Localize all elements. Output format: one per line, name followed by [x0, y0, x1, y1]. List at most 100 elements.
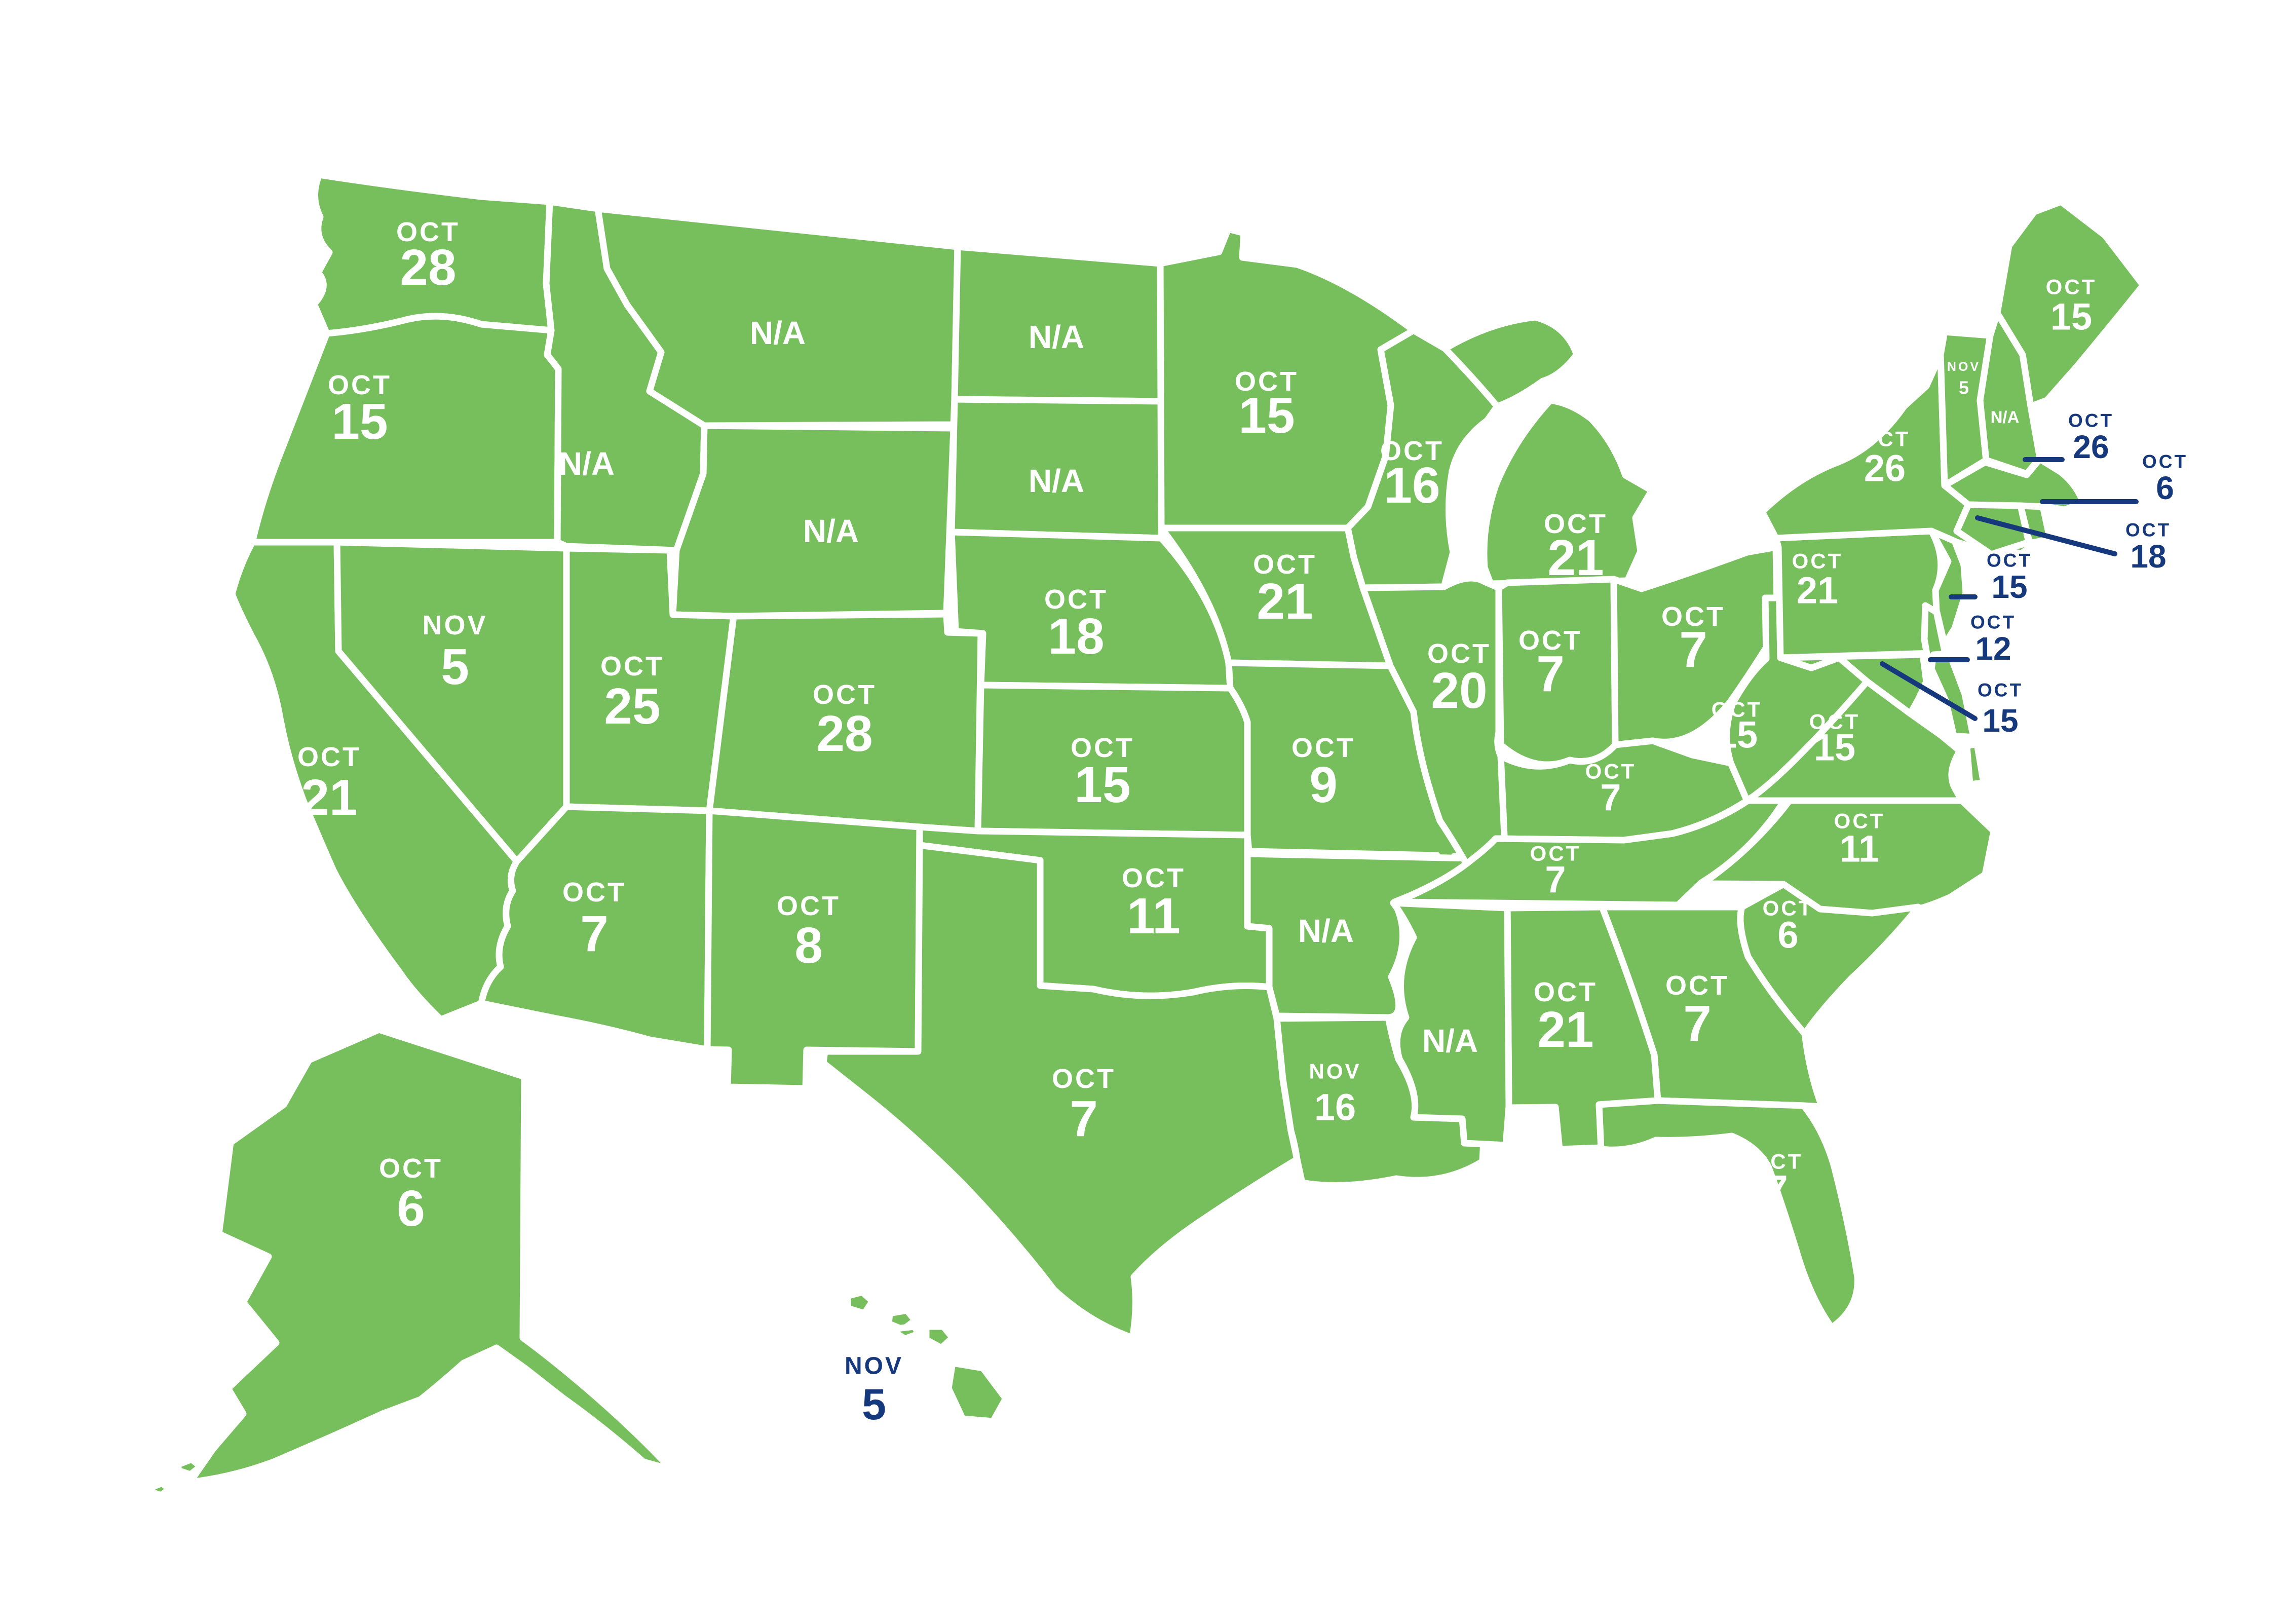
state-label-month-michigan: OCT: [1544, 509, 1608, 539]
state-label-month-louisiana: NOV: [1309, 1060, 1361, 1083]
state-label-day-california: 21: [301, 769, 357, 826]
state-label-north-dakota: N/A: [1029, 319, 1084, 355]
state-label-new-hampshire: N/A: [1991, 408, 2020, 427]
state-label-month-west-virginia: OCT: [1712, 698, 1763, 722]
state-label-day-minnesota: 15: [1238, 387, 1295, 444]
state-label-day-hawaii: 5: [862, 1380, 886, 1429]
state-label-month-tennessee: OCT: [1530, 842, 1581, 865]
state-shape-maine: [1994, 198, 2147, 410]
state-label-day-nebraska: 18: [1048, 608, 1104, 665]
state-label-day-oregon: 15: [331, 393, 388, 450]
state-shape-ohio: [1610, 544, 1781, 748]
state-label-month-minnesota: OCT: [1235, 366, 1299, 397]
state-label-month-maryland: OCT: [1978, 680, 2023, 701]
state-shape-oregon: [249, 313, 562, 546]
state-label-idaho: N/A: [559, 445, 615, 482]
state-label-day-kentucky: 7: [1600, 777, 1621, 819]
state-shape-alaska-island-2: [148, 1480, 173, 1499]
state-label-month-pennsylvania: OCT: [1792, 549, 1843, 573]
state-shape-michigan-upper-peninsula: [1441, 314, 1580, 410]
state-label-month-rhode-island: OCT: [2142, 451, 2188, 472]
state-label-month-texas: OCT: [1052, 1064, 1116, 1094]
state-label-day-virginia: 15: [1814, 727, 1855, 769]
state-label-arkansas: N/A: [1298, 913, 1354, 949]
state-label-month-delaware: OCT: [1970, 612, 2016, 633]
state-label-south-dakota: N/A: [1029, 463, 1084, 499]
state-label-mississippi: N/A: [1422, 1023, 1478, 1059]
state-label-day-louisiana: 16: [1314, 1086, 1356, 1128]
state-label-day-vermont: 5: [1959, 377, 1969, 398]
state-label-month-kentucky: OCT: [1585, 760, 1637, 783]
state-shape-hawaii-maui: [923, 1323, 956, 1351]
state-label-month-indiana: OCT: [1518, 625, 1582, 656]
state-label-month-south-carolina: OCT: [1763, 896, 1814, 920]
state-label-day-massachusetts: 26: [2073, 429, 2109, 465]
state-shape-hawaii-big-island: [945, 1359, 1009, 1425]
state-label-day-new-jersey: 15: [1991, 569, 2027, 605]
state-label-month-washington: OCT: [396, 217, 460, 247]
state-label-month-colorado: OCT: [813, 679, 877, 710]
state-label-day-illinois: 20: [1431, 662, 1487, 719]
state-label-month-arizona: OCT: [562, 877, 626, 908]
state-label-month-wisconsin: OCT: [1380, 436, 1444, 466]
state-label-month-oregon: OCT: [328, 370, 392, 400]
state-label-day-oklahoma: 11: [1127, 888, 1181, 945]
state-label-month-nebraska: OCT: [1044, 584, 1108, 615]
state-label-day-kansas: 15: [1074, 757, 1130, 813]
state-label-day-missouri: 9: [1309, 757, 1338, 813]
state-shape-virginia: [1743, 678, 1965, 804]
state-label-day-south-carolina: 6: [1777, 914, 1798, 956]
state-label-day-pennsylvania: 21: [1797, 570, 1838, 612]
state-label-day-west-virginia: 15: [1716, 714, 1758, 756]
state-shape-connecticut: [1953, 501, 2032, 558]
state-label-month-new-jersey: OCT: [1987, 550, 2032, 571]
state-label-month-new-mexico: OCT: [777, 891, 841, 921]
state-label-month-connecticut: OCT: [2125, 520, 2171, 541]
state-shape-hawaii-molokai: [893, 1323, 923, 1342]
state-label-month-georgia: OCT: [1665, 970, 1729, 1001]
state-label-day-new-york: 26: [1864, 447, 1906, 489]
state-label-day-nevada: 5: [441, 638, 469, 695]
state-label-month-utah: OCT: [600, 651, 664, 682]
state-label-month-iowa: OCT: [1253, 549, 1317, 580]
state-label-month-missouri: OCT: [1291, 733, 1355, 763]
callout-line-maryland: [1880, 661, 1978, 721]
state-label-day-new-mexico: 8: [794, 917, 823, 974]
state-label-day-ohio: 7: [1679, 621, 1707, 678]
state-label-day-iowa: 21: [1257, 573, 1313, 630]
state-label-day-connecticut: 18: [2130, 538, 2166, 575]
state-label-day-washington: 28: [400, 239, 456, 296]
state-shape-alaska-island-1: [175, 1456, 204, 1478]
state-label-month-maine: OCT: [2046, 275, 2097, 299]
state-label-day-tennessee: 7: [1545, 859, 1566, 901]
state-shape-michigan: [1480, 397, 1655, 587]
state-label-day-utah: 25: [604, 678, 660, 735]
state-label-day-arizona: 7: [580, 905, 609, 962]
state-label-month-hawaii: NOV: [845, 1353, 903, 1380]
callout-lines: [1880, 457, 2139, 721]
state-label-month-north-carolina: OCT: [1834, 809, 1885, 833]
state-label-day-georgia: 7: [1683, 995, 1712, 1052]
state-shape-arizona: [478, 803, 713, 1053]
state-label-day-florida: 7: [1767, 1168, 1788, 1210]
state-label-month-vermont: NOV: [1947, 360, 1981, 374]
state-label-month-virginia: OCT: [1809, 710, 1860, 734]
callout-line-connecticut: [1975, 515, 2117, 556]
state-label-day-delaware: 12: [1975, 630, 2011, 667]
state-shape-florida: [1595, 1097, 1861, 1331]
state-shape-mississippi: [1390, 899, 1512, 1149]
state-label-month-new-york: OCT: [1859, 427, 1911, 451]
state-label-day-rhode-island: 6: [2156, 470, 2174, 506]
state-label-month-alaska: OCT: [379, 1153, 443, 1184]
state-label-day-north-carolina: 11: [1840, 828, 1879, 870]
state-shapes: [148, 171, 2147, 1499]
state-label-wyoming: N/A: [803, 513, 859, 549]
state-label-day-texas: 7: [1070, 1090, 1098, 1147]
state-label-day-colorado: 28: [816, 705, 872, 762]
state-label-month-kansas: OCT: [1071, 733, 1134, 763]
state-label-month-massachusetts: OCT: [2068, 410, 2114, 431]
state-shape-texas: [820, 842, 1301, 1341]
state-shape-hawaii-kauai: [844, 1289, 876, 1317]
